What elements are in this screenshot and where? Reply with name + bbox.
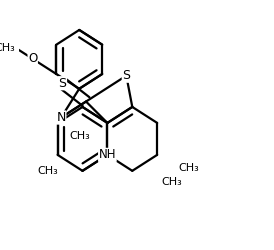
Text: NH: NH: [99, 148, 116, 161]
Text: O: O: [28, 52, 37, 65]
Text: CH₃: CH₃: [0, 43, 15, 53]
Text: CH₃: CH₃: [178, 164, 199, 173]
Text: CH₃: CH₃: [161, 176, 182, 186]
Text: S: S: [122, 69, 130, 82]
Text: CH₃: CH₃: [69, 131, 90, 141]
Text: CH₃: CH₃: [37, 166, 58, 176]
Text: N: N: [56, 111, 66, 124]
Text: S: S: [58, 77, 67, 90]
